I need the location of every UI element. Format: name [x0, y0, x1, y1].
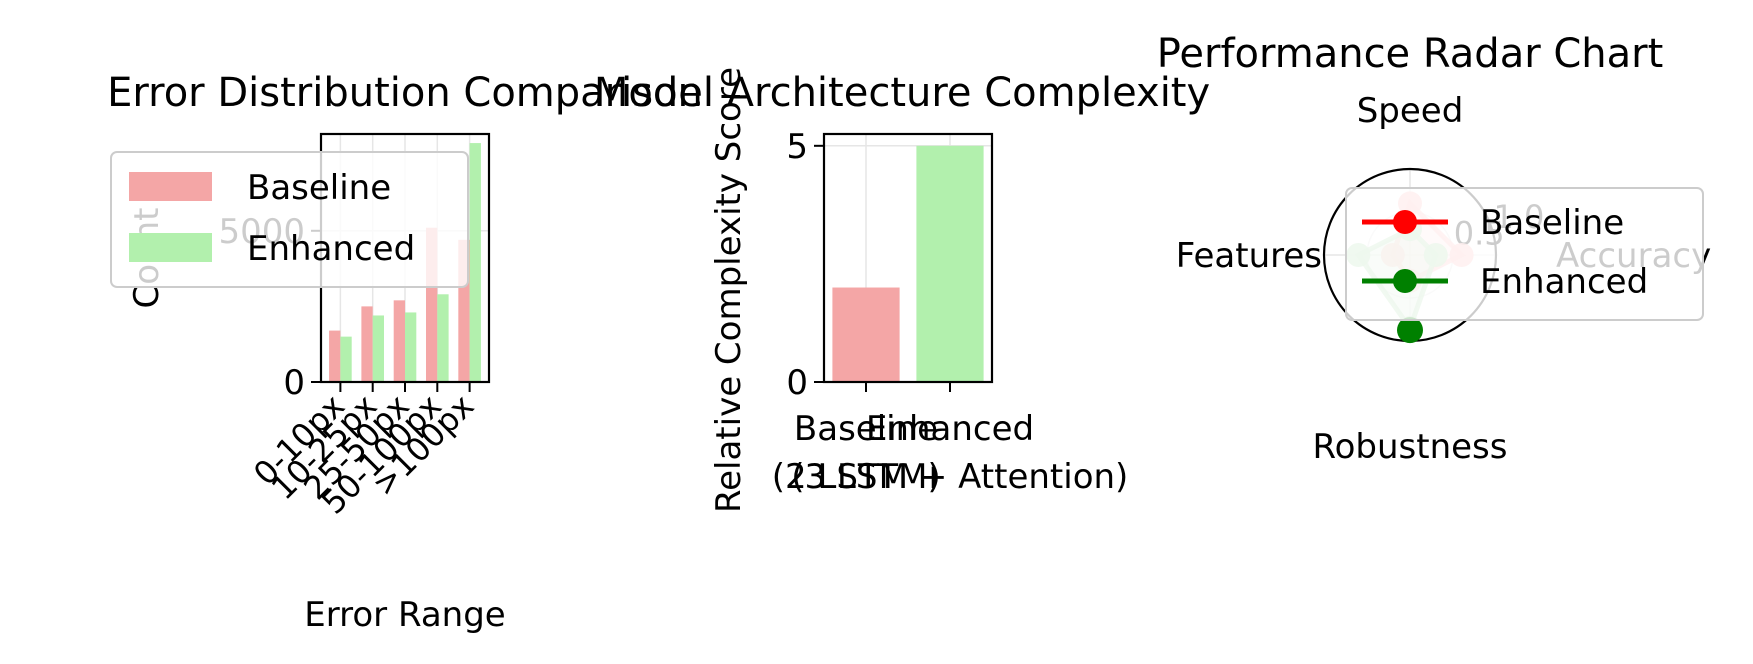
legend-marker-enhanced: [1393, 269, 1417, 293]
legend-label-baseline: Baseline: [247, 168, 391, 208]
bar-enhanced: [405, 312, 417, 382]
legend-label-baseline: Baseline: [1480, 203, 1624, 243]
bar-baseline: [329, 330, 341, 382]
y-axis-label: Relative Complexity Score: [709, 67, 749, 513]
legend-swatch-baseline: [129, 172, 212, 201]
bar: [832, 287, 900, 382]
legend-marker-baseline: [1393, 210, 1417, 234]
legend-label-enhanced: Enhanced: [1480, 262, 1648, 302]
bar-enhanced: [340, 336, 352, 382]
bar: [916, 145, 984, 382]
bar-baseline: [393, 300, 405, 382]
legend: Baseline Enhanced: [110, 151, 469, 288]
x-axis-label: Error Range: [304, 595, 505, 635]
radar-axis-label: Speed: [1357, 91, 1464, 131]
error-distribution-chart: Error Distribution Comparison 0-10px10-2…: [107, 70, 703, 635]
x-tick-label: (2 LSTM + Attention): [772, 457, 1129, 497]
legend: Baseline Enhanced: [1345, 187, 1704, 321]
chart-title: Performance Radar Chart: [1157, 31, 1664, 77]
radar-point-enhanced-highlight: [1397, 317, 1423, 344]
x-tick-label: Enhanced: [866, 409, 1034, 449]
y-tick-label: 0: [786, 363, 808, 403]
bar-enhanced: [437, 294, 449, 382]
chart-title: Model Architecture Complexity: [594, 70, 1210, 116]
performance-radar-chart: Performance Radar Chart 0.51.0AccuracySp…: [1157, 31, 1712, 467]
bar-baseline: [426, 227, 438, 382]
bar-enhanced: [372, 315, 384, 382]
legend-swatch-enhanced: [129, 233, 212, 262]
y-tick-label: 5: [786, 127, 808, 167]
x-tick-label: Baseline: [794, 409, 938, 449]
x-tick-label: (3 LSTM): [791, 457, 941, 497]
model-complexity-chart: Model Architecture Complexity Baseline (3…: [594, 67, 1210, 513]
legend-label-enhanced: Enhanced: [247, 229, 415, 269]
bar-enhanced: [469, 143, 481, 382]
radar-axis-label: Robustness: [1313, 427, 1508, 467]
chart-title: Error Distribution Comparison: [107, 70, 703, 116]
bar-baseline: [361, 306, 373, 382]
plot-frame: [822, 132, 994, 384]
radar-axis-label: Features: [1176, 236, 1322, 276]
y-tick-label: 0: [283, 363, 305, 403]
bar-baseline: [458, 239, 470, 382]
